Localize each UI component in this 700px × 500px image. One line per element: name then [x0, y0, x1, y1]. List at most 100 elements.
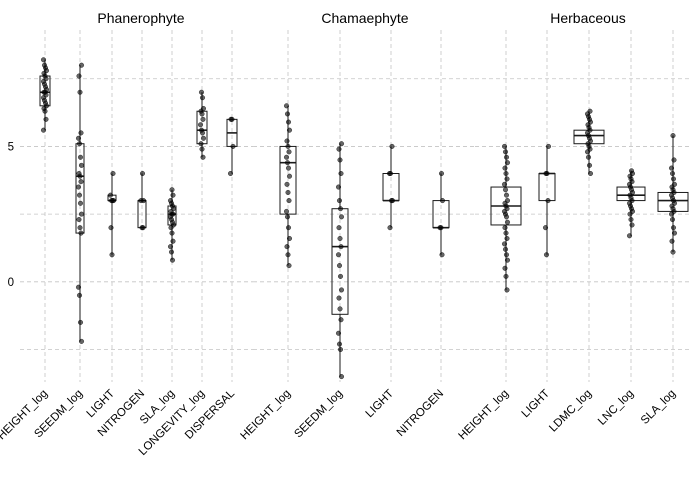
data-point: [286, 263, 292, 269]
data-point: [438, 225, 444, 231]
data-point: [283, 154, 290, 160]
data-point: [169, 187, 175, 193]
data-point: [286, 149, 292, 155]
data-point: [502, 187, 509, 193]
data-point: [75, 184, 82, 190]
data-point: [139, 170, 146, 177]
data-point: [337, 206, 344, 212]
data-point: [626, 233, 633, 239]
data-point: [110, 170, 116, 177]
data-point: [168, 225, 174, 231]
data-point: [502, 165, 508, 171]
data-point: [585, 154, 592, 160]
data-point: [335, 184, 342, 190]
data-point: [503, 252, 510, 258]
data-point: [75, 135, 82, 141]
data-point: [286, 173, 293, 179]
data-point: [109, 252, 115, 258]
y-tick-label: 5: [8, 141, 14, 153]
data-point: [336, 225, 342, 231]
data-point: [198, 141, 204, 147]
data-point: [284, 244, 290, 250]
data-point: [42, 108, 48, 114]
data-point: [284, 138, 290, 144]
data-point: [503, 170, 509, 177]
data-point: [76, 192, 83, 198]
data-point: [668, 165, 675, 171]
data-point: [286, 235, 293, 242]
panel-title: Herbaceous: [550, 10, 626, 26]
data-point: [285, 143, 291, 149]
x-tick-label: SLA_log: [639, 388, 678, 427]
data-point: [543, 252, 550, 258]
data-point: [78, 62, 85, 68]
data-point: [77, 319, 84, 325]
data-point: [168, 249, 175, 255]
data-point: [76, 141, 83, 147]
data-point: [78, 230, 84, 236]
data-point: [197, 122, 204, 128]
data-point: [337, 273, 344, 279]
data-point: [140, 225, 146, 231]
data-point: [170, 192, 176, 198]
data-point: [503, 214, 510, 220]
data-point: [286, 198, 292, 204]
data-point: [544, 170, 550, 177]
data-point: [503, 192, 510, 198]
data-point: [670, 249, 676, 255]
data-point: [199, 95, 206, 101]
panel-title: Phanerophyte: [97, 10, 184, 26]
data-point: [285, 119, 292, 125]
x-tick-label: LIGHT: [364, 388, 396, 420]
data-point: [501, 143, 508, 149]
data-point: [584, 149, 591, 155]
data-point: [387, 170, 394, 177]
data-point: [502, 149, 509, 155]
data-point: [227, 170, 234, 177]
data-point: [629, 222, 635, 228]
data-point: [78, 211, 85, 217]
data-point: [501, 181, 508, 187]
x-tick-label: LNC_log: [596, 388, 636, 428]
data-point: [336, 341, 343, 347]
x-tick-label: HEIGHT_log: [457, 388, 512, 443]
x-tick-label: SEEDM_log: [292, 388, 345, 441]
data-point: [337, 235, 343, 242]
x-tick-label: NITROGEN: [395, 388, 446, 439]
data-point: [338, 374, 345, 380]
data-point: [387, 225, 393, 231]
data-point: [75, 284, 82, 290]
data-point: [40, 57, 47, 63]
data-point: [502, 265, 508, 271]
data-point: [338, 170, 344, 177]
data-point: [504, 219, 511, 225]
data-point: [167, 244, 174, 250]
data-point: [78, 179, 84, 185]
data-point: [501, 241, 508, 247]
data-point: [389, 198, 396, 204]
data-point: [669, 216, 676, 223]
data-point: [229, 116, 235, 122]
data-point: [170, 238, 176, 244]
data-point: [110, 198, 117, 204]
data-point: [670, 176, 677, 182]
data-point: [669, 170, 676, 177]
data-point: [284, 160, 291, 166]
data-point: [504, 176, 510, 182]
y-tick-label: 0: [8, 277, 14, 289]
data-point: [78, 162, 85, 168]
data-point: [337, 306, 343, 312]
data-point: [77, 89, 83, 95]
data-point: [337, 157, 343, 163]
data-point: [77, 173, 83, 179]
data-point: [502, 225, 508, 231]
data-point: [284, 111, 291, 117]
data-point: [504, 160, 511, 166]
data-point: [669, 238, 675, 244]
data-point: [335, 330, 342, 336]
data-point: [283, 103, 290, 109]
data-point: [200, 135, 207, 141]
data-point: [671, 157, 677, 163]
